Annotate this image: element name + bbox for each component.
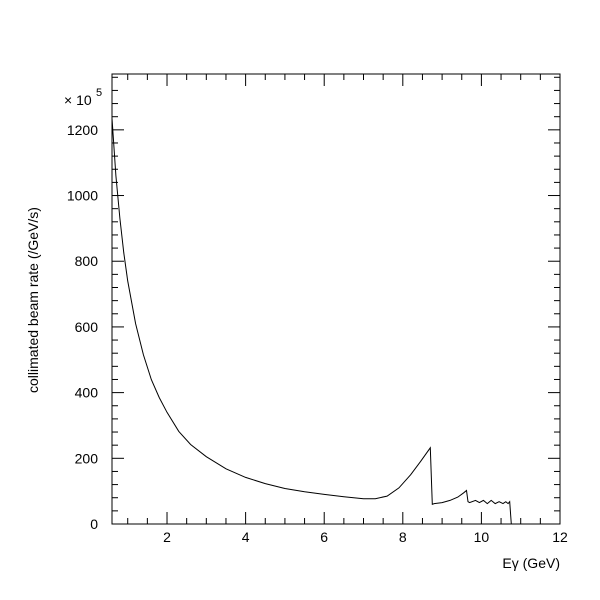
y-tick-label: 600 bbox=[75, 319, 99, 335]
y-axis-ticks bbox=[112, 76, 560, 525]
y-axis-title: collimated beam rate (/GeV/s) bbox=[25, 207, 41, 393]
x-axis-tick-labels: 2 4 6 8 10 12 bbox=[163, 529, 568, 545]
x-tick-label: 6 bbox=[320, 529, 328, 545]
y-tick-label: 800 bbox=[75, 253, 99, 269]
y-tick-label: 400 bbox=[75, 385, 99, 401]
x-axis-title: Eγ (GeV) bbox=[502, 555, 560, 571]
y-tick-label: 1000 bbox=[67, 188, 98, 204]
x-tick-label: 8 bbox=[399, 529, 407, 545]
plot-frame bbox=[111, 73, 561, 525]
y-tick-label: 200 bbox=[75, 450, 99, 466]
y-scale-exponent: 5 bbox=[96, 87, 102, 99]
x-tick-label: 10 bbox=[474, 529, 490, 545]
x-axis-ticks bbox=[127, 74, 561, 524]
x-tick-label: 2 bbox=[163, 529, 171, 545]
series-line bbox=[111, 118, 512, 525]
x-tick-label: 4 bbox=[242, 529, 250, 545]
y-tick-label: 1200 bbox=[67, 122, 98, 138]
y-tick-label: 0 bbox=[90, 516, 98, 532]
x-tick-label: 12 bbox=[552, 529, 568, 545]
y-scale-factor: × 10 bbox=[64, 92, 92, 108]
y-axis-tick-labels: 0 200 400 600 800 1000 1200 bbox=[67, 122, 98, 532]
